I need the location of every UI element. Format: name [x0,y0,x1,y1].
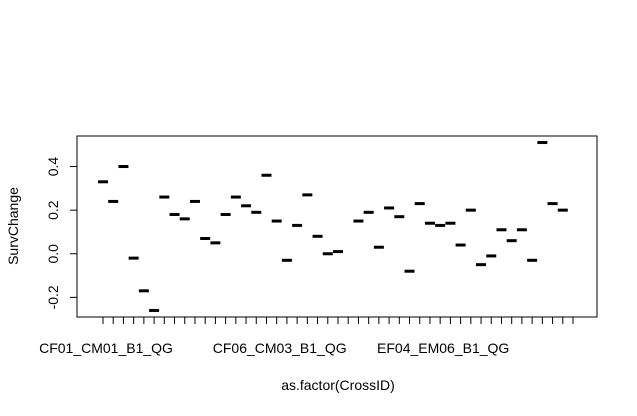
x-axis: CF01_CM01_B1_QG CF06_CM03_B1_QG EF04_EM06_… [39,317,574,356]
y-tick-label: 0.0 [45,244,61,264]
x-tick-label: CF01_CM01_B1_QG [39,340,173,356]
x-tick-label: CF06_CM03_B1_QG [213,340,347,356]
y-axis-label: SurvChange [5,187,21,265]
x-tick-label: EF04_EM06_B1_QG [377,340,509,356]
plot-frame [76,135,598,318]
x-axis-label: as.factor(CrossID) [281,377,395,393]
y-tick-label: -0.2 [45,285,61,309]
median-marks [98,141,568,312]
y-tick-label: 0.4 [45,157,61,177]
y-axis: -0.2 0.0 0.2 0.4 [45,157,77,309]
y-tick-label: 0.2 [45,200,61,220]
